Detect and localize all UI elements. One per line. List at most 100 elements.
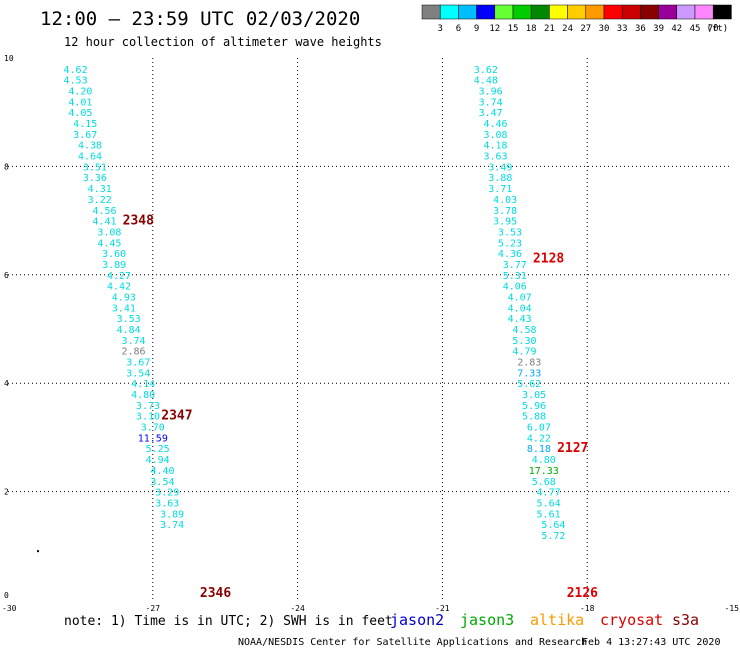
wave-height-value: 3.70 — [141, 423, 165, 434]
wave-height-value: 4.27 — [107, 271, 131, 282]
colorbar-label: 45 — [690, 24, 701, 34]
wave-height-value: 11.59 — [138, 433, 168, 444]
wave-height-value: 8.18 — [527, 444, 551, 455]
colorbar-swatch — [494, 4, 514, 20]
wave-height-value: 4.14 — [131, 379, 155, 390]
colorbar-swatch — [549, 4, 568, 20]
colorbar-swatch — [439, 4, 459, 20]
wave-height-value: 3.10 — [136, 412, 160, 423]
wave-height-value: 4.41 — [92, 217, 116, 228]
wave-height-value: 3.63 — [155, 498, 179, 509]
wave-height-value: 4.56 — [92, 206, 116, 217]
colorbar-label: 18 — [526, 24, 537, 34]
x-tick-label: -18 — [580, 604, 595, 613]
wave-height-value: 4.93 — [112, 292, 136, 303]
colorbar-label: 33 — [617, 24, 628, 34]
wave-height-value: 3.08 — [97, 227, 121, 238]
wave-height-value: 3.54 — [126, 368, 150, 379]
stray-mark — [36, 550, 39, 553]
colorbar-swatch — [676, 4, 696, 20]
wave-height-value: 4.01 — [68, 97, 92, 108]
wave-height-value: 5.23 — [498, 238, 522, 249]
wave-height-value: 4.46 — [483, 119, 507, 130]
colorbar-swatch — [530, 4, 550, 20]
credit-line: NOAA/NESDIS Center for Satellite Applica… — [238, 637, 587, 648]
wave-height-value: 4.42 — [107, 282, 131, 293]
colorbar-swatch — [694, 4, 714, 20]
wave-height-value: 4.05 — [68, 108, 92, 119]
colorbar-swatch — [476, 4, 496, 20]
pass-number-label: 2348 — [123, 214, 154, 229]
colorbar-label: 3 — [437, 24, 442, 34]
satellite-legend: jason2 jason3 altika cryosat s3a — [390, 611, 699, 629]
pass-number-labels: 2348 2347 2346 2128 2127 2126 — [123, 214, 599, 601]
wave-height-value: 5.31 — [503, 271, 527, 282]
colorbar-swatch — [458, 4, 477, 20]
wave-height-value: 3.08 — [483, 130, 507, 141]
wave-height-value: 3.63 — [483, 152, 507, 163]
colorbar-swatch — [421, 4, 441, 20]
wave-height-value: 4.06 — [503, 282, 527, 293]
wave-height-value: 4.48 — [474, 76, 498, 87]
wave-height-value: 4.84 — [117, 325, 141, 336]
wave-height-value: 3.88 — [488, 173, 512, 184]
y-tick-label: 4 — [4, 379, 9, 388]
wave-height-value: 4.31 — [88, 184, 112, 195]
y-tick-label: 2 — [4, 488, 9, 497]
wave-height-value: 5.62 — [517, 379, 541, 390]
colorbar-label: 6 — [456, 24, 461, 34]
wave-height-value: 3.49 — [488, 162, 512, 173]
colorbar-swatch — [621, 4, 641, 20]
wave-height-value: 3.89 — [160, 509, 184, 520]
colorbar-label: 70 — [708, 24, 719, 34]
wave-height-value: 3.60 — [102, 249, 126, 260]
wave-height-value: 4.04 — [508, 303, 532, 314]
wave-height-value: 4.80 — [131, 390, 155, 401]
plot-axes: -30 -27 -24 -21 -18 -15 0 2 4 6 8 10 — [2, 54, 739, 613]
color-legend: 3 6 9 12 15 18 21 24 27 30 33 36 39 42 45 70(ft) — [421, 4, 732, 34]
colorbar-label: 30 — [599, 24, 610, 34]
colorbar-swatch — [603, 4, 623, 20]
pass-number-label: 2127 — [557, 441, 588, 456]
x-tick-label: -21 — [435, 604, 450, 613]
wave-height-value: 4.80 — [532, 455, 556, 466]
wave-height-value: 4.58 — [512, 325, 536, 336]
wave-height-value: 3.89 — [102, 260, 126, 271]
wave-height-value: 3.22 — [88, 195, 112, 206]
wave-height-value: 3.05 — [522, 390, 546, 401]
wave-height-value: 4.62 — [64, 65, 88, 76]
wave-height-value: 7.33 — [517, 368, 541, 379]
wave-height-value: 4.38 — [78, 141, 102, 152]
legend-entry-cryosat: cryosat — [600, 611, 663, 629]
wave-height-value: 5.61 — [537, 509, 561, 520]
wave-height-value: 3.29 — [155, 488, 179, 499]
wave-height-value: 4.79 — [512, 347, 536, 358]
wave-height-value: 3.53 — [498, 227, 522, 238]
x-tick-label: -27 — [146, 604, 161, 613]
pass-number-label: 2128 — [533, 252, 564, 267]
wave-height-value: 3.78 — [493, 206, 517, 217]
legend-entry-jason2: jason2 — [390, 611, 444, 629]
colorbar-label: (ft) — [707, 24, 729, 34]
x-tick-label: -24 — [290, 604, 305, 613]
colorbar-swatch — [640, 4, 659, 20]
wave-height-value: 3.74 — [479, 97, 503, 108]
legend-entry-s3a: s3a — [672, 611, 699, 629]
wave-height-value: 6.07 — [527, 423, 551, 434]
legend-entry-altika: altika — [530, 611, 584, 629]
wave-height-value: 3.53 — [117, 314, 141, 325]
y-tick-label: 6 — [4, 271, 9, 280]
wave-height-value: 4.45 — [97, 238, 121, 249]
wave-height-value: 4.07 — [508, 292, 532, 303]
wave-height-value: 3.71 — [488, 184, 512, 195]
colorbar-label: 39 — [653, 24, 664, 34]
colorbar-swatch — [567, 4, 587, 20]
wave-height-value: 5.25 — [146, 444, 170, 455]
wave-height-value: 3.95 — [493, 217, 517, 228]
colorbar-label: 21 — [544, 24, 555, 34]
wave-height-value: 4.36 — [498, 249, 522, 260]
wave-height-value: 2.83 — [517, 358, 541, 369]
plot-grid — [8, 58, 732, 600]
wave-height-value: 3.54 — [150, 477, 174, 488]
wave-height-value: 4.03 — [493, 195, 517, 206]
